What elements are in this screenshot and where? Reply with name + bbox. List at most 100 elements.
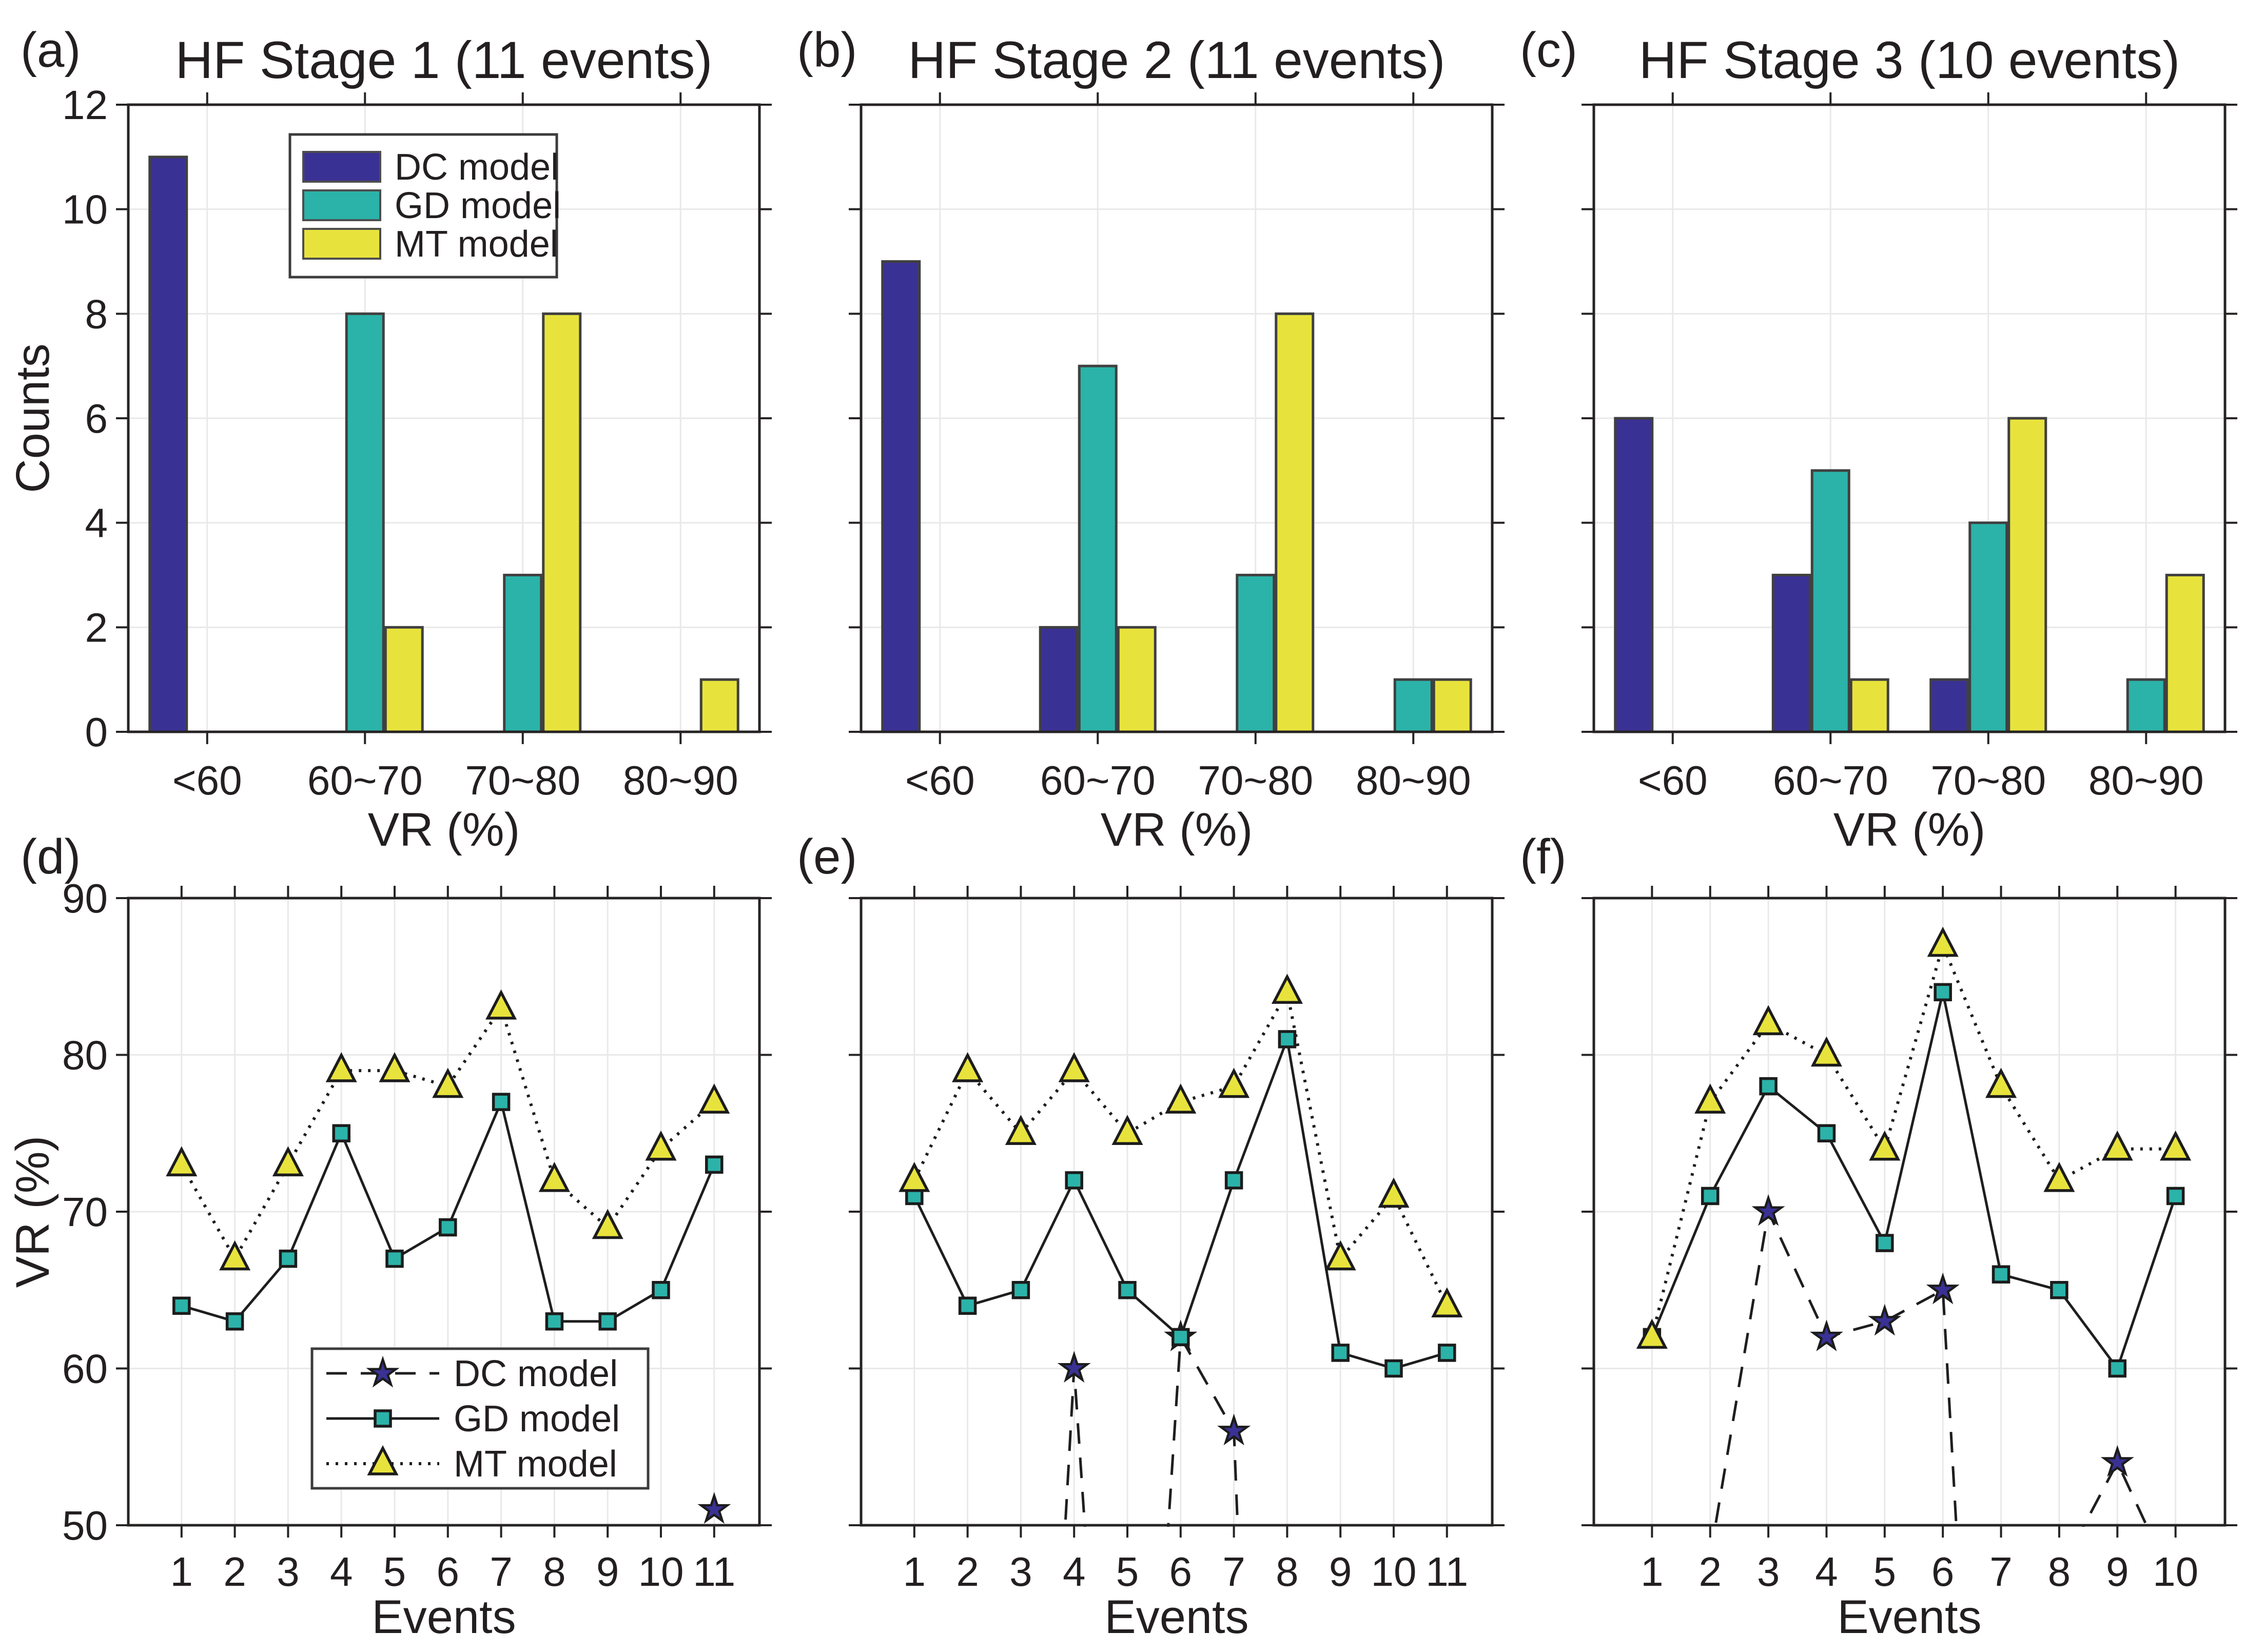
marker-triangle [367, 1445, 399, 1475]
marker-triangle [219, 1240, 251, 1271]
ylabel-vr: VR (%) [7, 1136, 59, 1288]
marker-triangle [432, 1067, 464, 1098]
x-tick-label: 11 [693, 1549, 735, 1595]
panel-letter-f: (f) [1520, 829, 1567, 884]
y-tick-label: 70 [62, 1189, 108, 1235]
marker-triangle [538, 1161, 570, 1192]
marker-triangle [272, 1146, 304, 1177]
marker-star [1057, 1351, 1091, 1383]
legend-label: DC model [454, 1353, 618, 1394]
x-tick-label: 5 [1873, 1549, 1897, 1595]
bar-dc-cat2 [1929, 678, 1969, 733]
marker-square [1876, 1234, 1894, 1252]
marker-triangle [379, 1052, 411, 1082]
x-tick-label: 3 [1757, 1549, 1780, 1595]
marker-triangle [1324, 1240, 1356, 1271]
marker-square [374, 1409, 392, 1428]
ylabel-counts: Counts [7, 343, 59, 493]
legend-swatch-gd [302, 189, 381, 221]
bar-gd-cat1 [345, 312, 385, 733]
x-tick-label: 9 [1329, 1549, 1352, 1595]
y-tick-label: 2 [85, 605, 108, 650]
marker-square [652, 1281, 670, 1299]
marker-square [1172, 1328, 1190, 1347]
marker-triangle [645, 1130, 677, 1161]
x-tick-label: 7 [1989, 1549, 2013, 1595]
y-tick-label: 10 [62, 187, 108, 232]
x-tick-label: 80~90 [1356, 757, 1471, 803]
x-tick-label: 1 [1641, 1549, 1664, 1595]
line-gd [1651, 992, 2177, 1371]
bar-chart-stage2: <60 60~70 70~80 80~90 [849, 92, 1505, 803]
legend-label: MT model [395, 224, 558, 265]
marker-triangle [1111, 1115, 1143, 1145]
chart-title-c: HF Stage 3 (10 events) [1639, 31, 2180, 89]
legend-entry-gd: GD model [326, 1398, 620, 1440]
y-tick-label: 50 [62, 1503, 108, 1548]
x-tick-label: 11 [1426, 1549, 1468, 1595]
bar-dc-cat1 [1039, 626, 1079, 733]
marker-square [492, 1093, 511, 1111]
marker-square [1438, 1344, 1456, 1362]
bar-mt-cat1 [1849, 678, 1889, 733]
xlabel-d: Events [372, 1591, 516, 1643]
bar-gd-cat1 [1810, 469, 1850, 733]
marker-star [697, 1492, 731, 1524]
y-tick-label: 12 [62, 82, 108, 128]
marker-square [1934, 983, 1952, 1002]
legend-entry-dc: DC model [302, 147, 559, 188]
x-tick-label: 80~90 [623, 757, 738, 803]
marker-square [1701, 1187, 1720, 1206]
marker-triangle [952, 1052, 984, 1082]
x-tick-label: 9 [596, 1549, 619, 1595]
line-chart-stage2: 1 2 3 4 5 6 7 8 9 10 11 [849, 886, 1505, 1595]
marker-square [1011, 1281, 1030, 1299]
x-tick-label: 7 [1222, 1549, 1245, 1595]
x-tick-label: 2 [1699, 1549, 1722, 1595]
x-tick-label: 8 [543, 1549, 566, 1595]
xlabel-f: Events [1837, 1591, 1981, 1643]
line-mt [913, 987, 1449, 1307]
marker-triangle [2160, 1130, 2192, 1161]
line-mt [1650, 940, 2176, 1338]
marker-triangle [1927, 926, 1959, 957]
bar-gd-cat2 [1236, 574, 1276, 733]
marker-square [439, 1218, 457, 1237]
marker-triangle [1636, 1318, 1668, 1349]
bar-mt-cat2 [1275, 312, 1315, 733]
marker-square [1992, 1265, 2010, 1284]
marker-square [1759, 1077, 1778, 1096]
legend-swatch-mt [302, 228, 381, 260]
marker-triangle [1985, 1067, 2017, 1098]
marker-triangle [2101, 1130, 2133, 1161]
x-tick-label: 80~90 [2088, 757, 2204, 803]
x-tick-label: 7 [490, 1549, 513, 1595]
bar-dc-cat0 [881, 260, 921, 733]
marker-star [366, 1355, 400, 1388]
x-tick-label: 4 [330, 1549, 353, 1595]
x-tick-label: 70~80 [465, 757, 580, 803]
xlabel-b: VR (%) [1101, 804, 1253, 856]
x-tick-label: 10 [638, 1549, 684, 1595]
y-tick-label: 6 [85, 396, 108, 441]
marker-triangle [1378, 1177, 1410, 1208]
x-tick-label: 70~80 [1198, 757, 1313, 803]
x-tick-label: 4 [1063, 1549, 1086, 1595]
marker-square [1384, 1359, 1403, 1378]
marker-square [705, 1155, 724, 1174]
x-tick-label: 6 [1931, 1549, 1955, 1595]
marker-square [1224, 1171, 1243, 1190]
marker-square [1331, 1344, 1350, 1362]
marker-triangle [1165, 1083, 1197, 1114]
legend-entry-mt: MT model [326, 1444, 617, 1485]
marker-triangle [485, 989, 517, 1020]
marker-star [2100, 1445, 2134, 1477]
bar-mt-cat2 [542, 312, 582, 733]
y-tick-label: 90 [62, 876, 108, 921]
series-group [1636, 926, 2192, 1527]
